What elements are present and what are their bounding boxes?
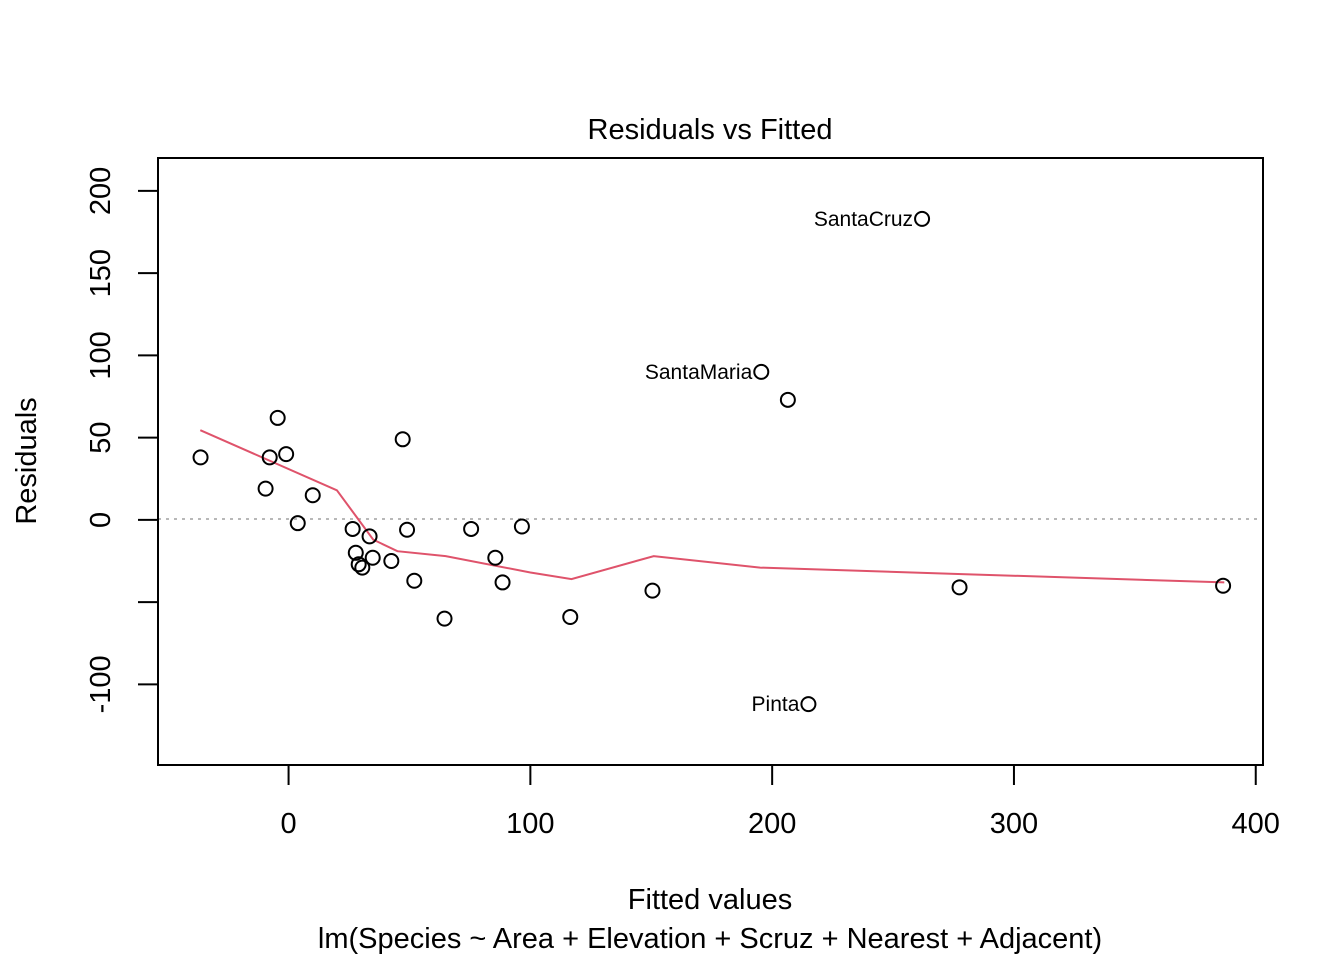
plot-frame xyxy=(157,157,1264,766)
data-point xyxy=(487,549,504,566)
data-point xyxy=(779,391,796,408)
point-label: SantaMaria xyxy=(645,361,753,384)
x-axis-title: Fitted values xyxy=(628,884,792,916)
y-tick-label: -100 xyxy=(85,655,117,713)
data-point xyxy=(361,528,378,545)
y-tick-label: 200 xyxy=(85,167,117,215)
data-point xyxy=(800,696,817,713)
x-axis: 0 100 200 300 400 xyxy=(280,764,1280,840)
data-point xyxy=(354,559,371,576)
data-point xyxy=(347,544,364,561)
smoother-line xyxy=(199,429,1225,584)
x-tick-label: 400 xyxy=(1232,808,1280,840)
data-point xyxy=(436,610,453,627)
data-point xyxy=(261,449,278,466)
data-point xyxy=(350,556,367,573)
y-axis: -100 0 50 100 150 200 xyxy=(85,167,159,713)
data-point xyxy=(364,549,381,566)
data-point xyxy=(914,210,931,227)
data-point xyxy=(383,553,400,570)
data-point xyxy=(644,582,661,599)
y-tick-label: 50 xyxy=(85,422,117,454)
data-point xyxy=(394,431,411,448)
data-point xyxy=(289,515,306,532)
data-point xyxy=(494,574,511,591)
data-point xyxy=(399,521,416,538)
point-label: Pinta xyxy=(752,693,800,716)
residual-points: SantaMaria Pinta SantaCruz xyxy=(192,208,1232,716)
y-tick-label: 0 xyxy=(85,512,117,528)
data-point xyxy=(513,518,530,535)
x-tick-label: 300 xyxy=(990,808,1038,840)
data-point xyxy=(278,446,295,463)
y-axis-title: Residuals xyxy=(11,397,43,524)
data-point xyxy=(1215,577,1232,594)
x-tick-label: 100 xyxy=(506,808,554,840)
data-point xyxy=(753,363,770,380)
data-point xyxy=(463,520,480,537)
data-point xyxy=(192,449,209,466)
model-formula-subtitle: lm(Species ~ Area + Elevation + Scruz + … xyxy=(318,923,1102,955)
data-point xyxy=(406,572,423,589)
data-point xyxy=(304,487,321,504)
y-tick-label: 150 xyxy=(85,249,117,297)
data-point xyxy=(951,579,968,596)
x-tick-label: 200 xyxy=(748,808,796,840)
x-tick-label: 0 xyxy=(280,808,296,840)
data-point xyxy=(344,520,361,537)
chart-title: Residuals vs Fitted xyxy=(588,114,833,146)
point-label: SantaCruz xyxy=(814,208,913,231)
y-tick-label: 100 xyxy=(85,331,117,379)
data-point xyxy=(562,608,579,625)
data-point xyxy=(257,480,274,497)
data-point xyxy=(269,409,286,426)
